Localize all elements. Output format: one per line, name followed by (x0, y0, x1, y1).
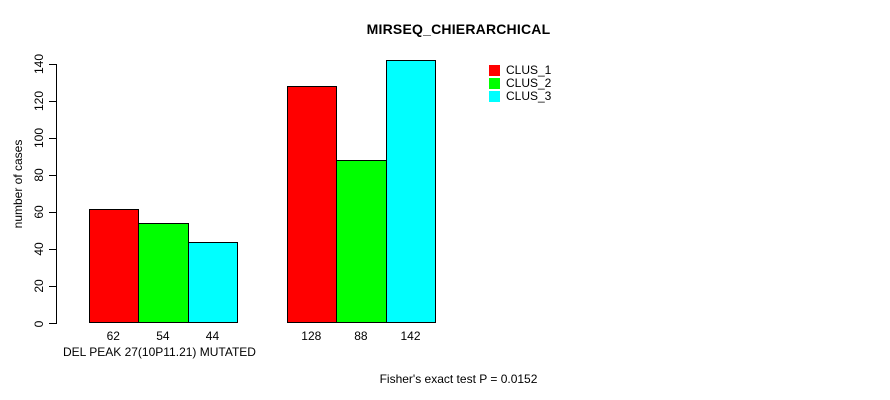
y-axis-tick (48, 285, 56, 287)
bar-clus_3-g1 (187, 241, 239, 324)
bar-value-label: 54 (156, 329, 170, 343)
y-axis-tick (48, 174, 56, 176)
bar-clus_2-g1 (138, 223, 189, 324)
y-axis-tick (48, 248, 56, 250)
y-axis-tick-label: 0 (32, 320, 46, 327)
bar-value-label: 44 (205, 329, 220, 343)
stat-test-annotation: Fisher's exact test P = 0.0152 (379, 372, 538, 386)
y-axis-tick-label: 140 (32, 53, 46, 75)
legend-item: CLUS_1 (489, 64, 551, 77)
y-axis-tick (48, 137, 56, 139)
y-axis-tick-label: 100 (32, 128, 46, 149)
bar-clus_1-g1 (88, 208, 140, 324)
y-axis-tick-label: 80 (32, 168, 46, 182)
legend-label: CLUS_3 (506, 89, 552, 103)
x-axis-group-label: DEL PEAK 27(10P11.21) MUTATED (63, 345, 256, 359)
legend-label: CLUS_2 (506, 76, 552, 90)
legend-swatch-icon (489, 65, 500, 76)
y-axis-label: number of cases (11, 139, 25, 229)
bar-value-label: 142 (400, 329, 421, 343)
y-axis-tick (48, 323, 56, 324)
legend-item: CLUS_2 (489, 77, 551, 90)
legend-item: CLUS_3 (489, 90, 551, 103)
y-axis-tick (48, 211, 56, 213)
chart-title: MIRSEQ_CHIERARCHICAL (366, 21, 551, 37)
bar-clus_3-g2 (385, 60, 437, 324)
y-axis-tick-label: 120 (32, 91, 46, 112)
bar-value-label: 88 (354, 329, 368, 343)
legend-swatch-icon (489, 78, 500, 89)
y-axis-tick (48, 63, 56, 65)
y-axis-tick-label: 40 (32, 242, 46, 257)
bar-value-label: 128 (301, 329, 322, 343)
y-axis-tick-label: 60 (32, 205, 46, 219)
bar-clus_1-g2 (286, 86, 338, 324)
legend-label: CLUS_1 (506, 63, 552, 77)
bar-value-label: 62 (106, 329, 120, 343)
y-axis-tick-label: 20 (32, 279, 46, 294)
legend-swatch-icon (489, 91, 500, 102)
bar-clus_2-g2 (336, 160, 387, 324)
legend: CLUS_1 CLUS_2 CLUS_3 (489, 64, 551, 103)
y-axis-tick (48, 100, 56, 102)
y-axis-line (55, 64, 57, 324)
